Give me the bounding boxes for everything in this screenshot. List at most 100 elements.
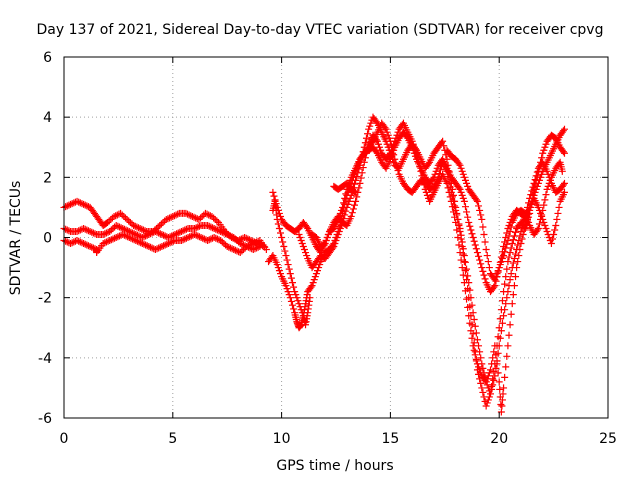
- data-point: [519, 230, 527, 238]
- data-point: [475, 202, 483, 210]
- data-point: [490, 376, 498, 384]
- data-point: [107, 226, 115, 234]
- data-point: [500, 252, 508, 260]
- data-point: [497, 258, 505, 266]
- data-point: [541, 143, 549, 151]
- data-point: [463, 179, 471, 187]
- data-point: [560, 149, 568, 157]
- data-point: [483, 399, 491, 407]
- data-point: [547, 240, 555, 248]
- data-point: [461, 258, 469, 266]
- data-point: [550, 230, 558, 238]
- x-tick-label: 25: [599, 431, 617, 447]
- data-point: [349, 205, 357, 213]
- data-point: [513, 264, 521, 272]
- data-point: [181, 226, 189, 234]
- data-point: [106, 237, 114, 245]
- data-point: [306, 294, 314, 302]
- data-point: [251, 239, 259, 247]
- data-point: [84, 242, 92, 250]
- data-point: [225, 231, 233, 239]
- data-point: [545, 179, 553, 187]
- data-point: [551, 226, 559, 234]
- data-point: [459, 194, 467, 202]
- data-point: [81, 225, 89, 233]
- data-point: [530, 185, 538, 193]
- data-point: [505, 232, 513, 240]
- data-point: [155, 244, 163, 252]
- data-point: [114, 222, 122, 230]
- data-point: [479, 364, 487, 372]
- data-point: [514, 241, 522, 249]
- data-point: [171, 230, 179, 238]
- data-point: [233, 237, 241, 245]
- data-point: [102, 238, 110, 246]
- data-point: [433, 164, 441, 172]
- data-point: [191, 230, 199, 238]
- data-point: [191, 224, 199, 232]
- data-point: [262, 246, 270, 254]
- data-point: [76, 199, 84, 207]
- data-point: [542, 224, 550, 232]
- data-point: [205, 211, 213, 219]
- data-point: [104, 218, 112, 226]
- data-point: [372, 118, 380, 126]
- data-point: [473, 360, 481, 368]
- data-point: [512, 228, 520, 236]
- data-point: [507, 310, 515, 318]
- data-point: [164, 215, 172, 223]
- data-point: [270, 192, 278, 200]
- data-point: [226, 232, 234, 240]
- data-point: [213, 217, 221, 225]
- data-point: [120, 212, 128, 220]
- data-point: [158, 230, 166, 238]
- data-point: [470, 315, 478, 323]
- data-point: [161, 232, 169, 240]
- data-point: [334, 230, 342, 238]
- data-point: [291, 288, 299, 296]
- data-point: [464, 303, 472, 311]
- data-point: [362, 134, 370, 142]
- data-point: [532, 176, 540, 184]
- data-point: [523, 215, 531, 223]
- data-point: [187, 212, 195, 220]
- data-point: [125, 217, 133, 225]
- data-point: [107, 236, 115, 244]
- data-point: [527, 203, 535, 211]
- data-point: [545, 234, 553, 241]
- data-point: [383, 140, 391, 148]
- data-point: [282, 252, 290, 260]
- data-point: [297, 237, 305, 245]
- data-point: [482, 378, 490, 386]
- data-point: [127, 228, 135, 236]
- data-point: [408, 137, 416, 145]
- data-point: [154, 223, 162, 231]
- data-point: [537, 158, 545, 166]
- data-point: [143, 231, 151, 239]
- data-point: [122, 232, 130, 240]
- data-point: [151, 246, 159, 254]
- data-point: [312, 270, 320, 278]
- data-point: [361, 154, 369, 162]
- data-point: [222, 230, 230, 238]
- data-point: [204, 237, 212, 245]
- data-point: [361, 139, 369, 147]
- data-point: [331, 240, 339, 248]
- data-point: [203, 210, 211, 218]
- data-point: [228, 245, 236, 253]
- data-point: [192, 231, 200, 239]
- data-point: [478, 215, 486, 223]
- data-point: [352, 188, 360, 196]
- data-point: [482, 246, 490, 254]
- data-point: [156, 243, 164, 251]
- data-point: [344, 188, 352, 196]
- data-point: [453, 226, 461, 234]
- data-point: [553, 215, 561, 223]
- data-point: [73, 227, 81, 235]
- data-point: [362, 149, 370, 157]
- data-point: [204, 221, 212, 229]
- data-point: [534, 167, 542, 175]
- data-point: [193, 215, 201, 223]
- data-point: [448, 185, 456, 193]
- data-point: [350, 180, 358, 188]
